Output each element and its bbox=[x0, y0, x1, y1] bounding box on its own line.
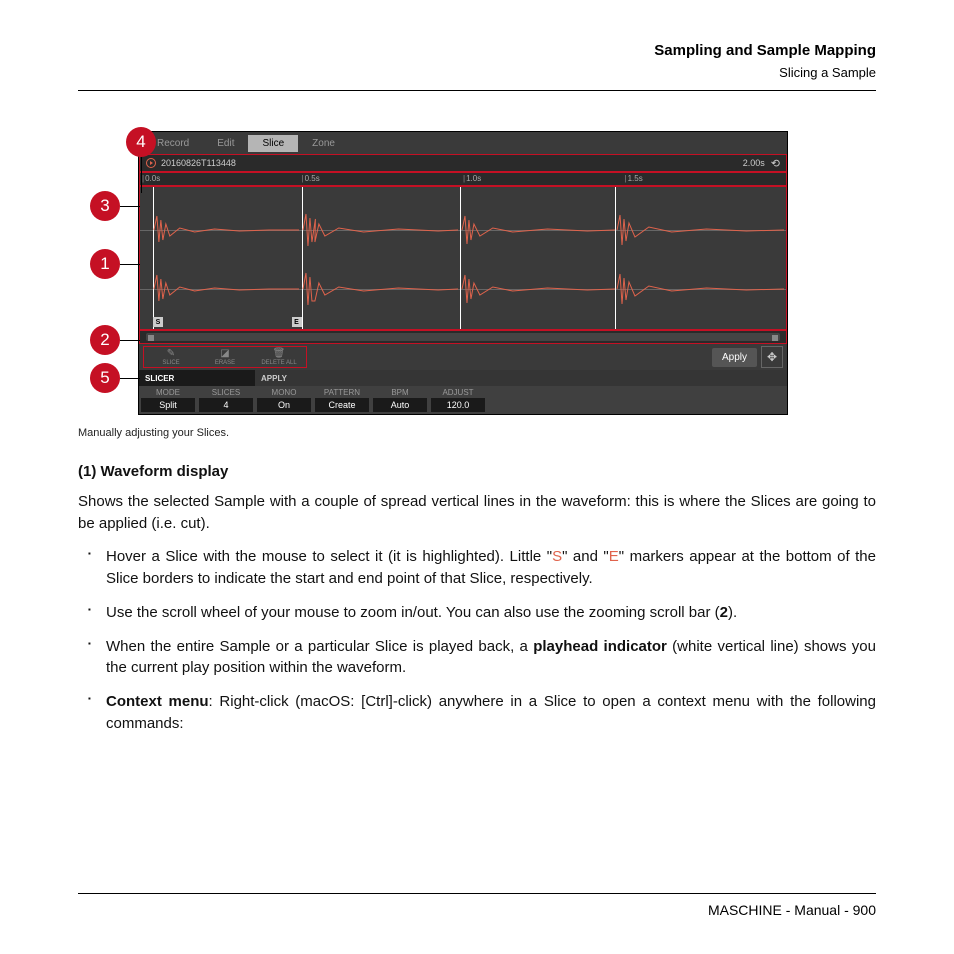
param-adjust[interactable]: ADJUST120.0 bbox=[429, 386, 487, 414]
zoom-scrollbar[interactable] bbox=[139, 330, 787, 344]
annotated-figure: 4 3 1 2 5 Record Edit Slice Zone 2016082… bbox=[78, 131, 876, 415]
param-pattern[interactable]: PATTERNCreate bbox=[313, 386, 371, 414]
slice-tool-label: SLICE bbox=[162, 360, 179, 366]
paragraph-1: Shows the selected Sample with a couple … bbox=[78, 491, 876, 535]
document-body: (1) Waveform display Shows the selected … bbox=[78, 461, 876, 735]
header-title: Sampling and Sample Mapping bbox=[78, 42, 876, 59]
callout-1: 1 bbox=[90, 249, 120, 279]
waveform-channel-r bbox=[140, 271, 786, 307]
delete-all-label: DELETE ALL bbox=[261, 360, 296, 366]
waveform-display[interactable]: S E bbox=[139, 186, 787, 330]
section-heading: (1) Waveform display bbox=[78, 461, 876, 483]
timeline-tick-0: 0.0s bbox=[142, 174, 160, 183]
section-labels: SLICER APPLY bbox=[139, 370, 787, 386]
erase-tool-label: ERASE bbox=[215, 360, 235, 366]
divider-bottom bbox=[78, 893, 876, 894]
apply-button[interactable]: Apply bbox=[712, 348, 757, 367]
file-name: 20160826T113448 bbox=[161, 158, 236, 168]
param-mono[interactable]: MONOOn bbox=[255, 386, 313, 414]
timeline-tick-3: 1.5s bbox=[625, 174, 643, 183]
tool-row: ✎ SLICE ◪ ERASE 🗑 DELETE ALL Apply ✥ bbox=[139, 344, 787, 370]
marker-end[interactable]: E bbox=[292, 317, 302, 327]
timeline-tick-2: 1.0s bbox=[463, 174, 481, 183]
slice-tool-button[interactable]: ✎ SLICE bbox=[144, 347, 198, 367]
bullet-2: Use the scroll wheel of your mouse to zo… bbox=[78, 602, 876, 624]
file-row: 20160826T113448 2.00s ⟲ bbox=[139, 154, 787, 172]
tab-bar: Record Edit Slice Zone bbox=[139, 132, 787, 154]
callout-5: 5 bbox=[90, 363, 120, 393]
callout-4: 4 bbox=[126, 127, 156, 157]
figure-caption: Manually adjusting your Slices. bbox=[78, 427, 876, 439]
waveform-channel-l bbox=[140, 212, 786, 248]
param-row: MODESplit SLICES4 MONOOn PATTERNCreate B… bbox=[139, 386, 787, 414]
tab-slice[interactable]: Slice bbox=[248, 135, 298, 152]
timeline-ruler[interactable]: 0.0s 0.5s 1.0s 1.5s bbox=[139, 172, 787, 186]
eraser-icon: ◪ bbox=[220, 348, 229, 359]
scrollbar-thumb[interactable] bbox=[146, 333, 780, 341]
trash-icon: 🗑 bbox=[273, 348, 286, 359]
play-icon[interactable] bbox=[146, 158, 156, 168]
section-apply: APPLY bbox=[255, 370, 787, 386]
delete-all-button[interactable]: 🗑 DELETE ALL bbox=[252, 347, 306, 367]
erase-tool-button[interactable]: ◪ ERASE bbox=[198, 347, 252, 367]
callout-3: 3 bbox=[90, 191, 120, 221]
bullet-1: Hover a Slice with the mouse to select i… bbox=[78, 546, 876, 590]
header-subtitle: Slicing a Sample bbox=[78, 65, 876, 80]
section-slicer: SLICER bbox=[139, 370, 255, 386]
app-screenshot: Record Edit Slice Zone 20160826T113448 2… bbox=[138, 131, 788, 415]
timeline-tick-1: 0.5s bbox=[302, 174, 320, 183]
param-slices[interactable]: SLICES4 bbox=[197, 386, 255, 414]
param-mode[interactable]: MODESplit bbox=[139, 386, 197, 414]
file-duration: 2.00s bbox=[743, 158, 765, 168]
knife-icon: ✎ bbox=[167, 348, 175, 359]
param-bpm[interactable]: BPMAuto bbox=[371, 386, 429, 414]
divider-top bbox=[78, 90, 876, 91]
page-footer: MASCHINE - Manual - 900 bbox=[78, 902, 876, 918]
move-button[interactable]: ✥ bbox=[761, 346, 783, 368]
loop-icon[interactable]: ⟲ bbox=[771, 157, 780, 170]
bullet-3: When the entire Sample or a particular S… bbox=[78, 636, 876, 680]
marker-start[interactable]: S bbox=[153, 317, 163, 327]
callout-2: 2 bbox=[90, 325, 120, 355]
tab-edit[interactable]: Edit bbox=[203, 135, 248, 152]
bullet-4: Context menu: Right-click (macOS: [Ctrl]… bbox=[78, 691, 876, 735]
tab-zone[interactable]: Zone bbox=[298, 135, 349, 152]
